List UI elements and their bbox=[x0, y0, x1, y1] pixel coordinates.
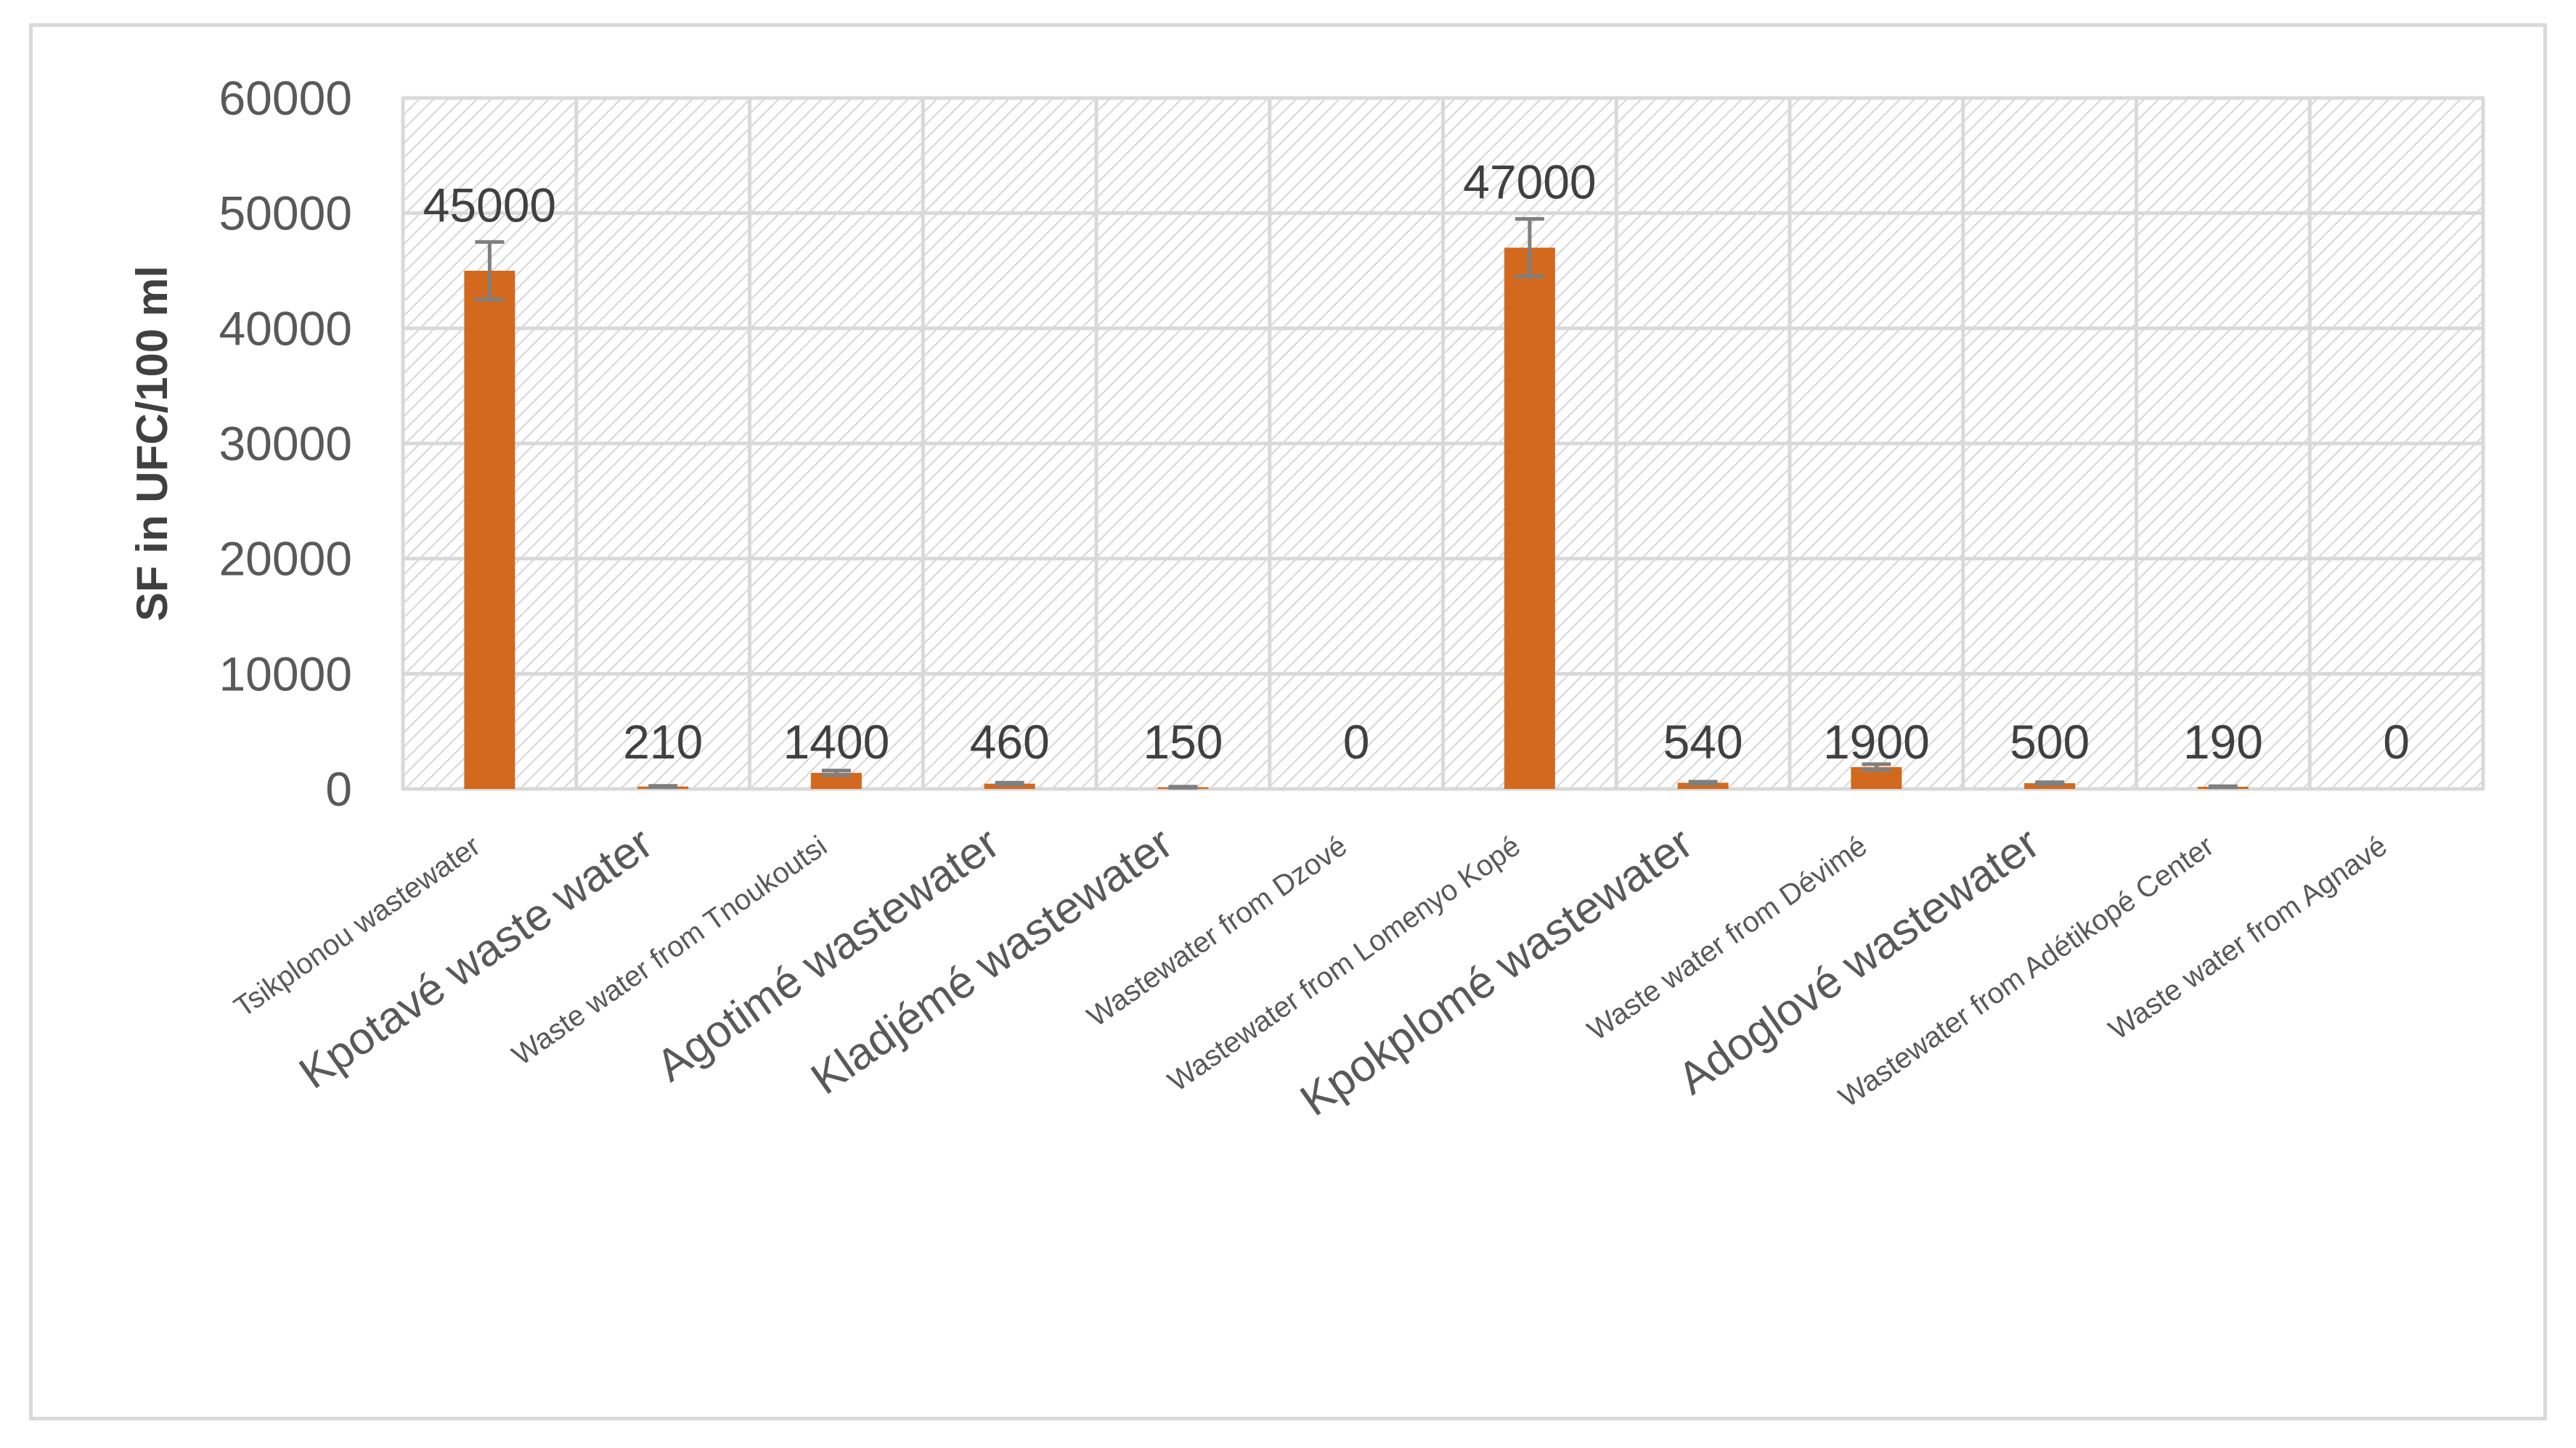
bar bbox=[2024, 783, 2076, 789]
data-label: 0 bbox=[1343, 715, 1370, 769]
y-tick-label: 50000 bbox=[219, 187, 352, 240]
y-tick-label: 40000 bbox=[219, 301, 352, 355]
bars bbox=[464, 217, 2249, 790]
bar bbox=[1677, 782, 1729, 789]
data-label: 500 bbox=[2010, 715, 2090, 769]
data-label: 0 bbox=[2383, 715, 2410, 769]
x-tick-label: Waste water from Agnavé bbox=[2103, 830, 2393, 1046]
bar bbox=[1504, 248, 1555, 789]
data-label: 150 bbox=[1143, 715, 1223, 769]
y-tick-label: 10000 bbox=[219, 647, 352, 700]
data-label: 190 bbox=[2183, 715, 2263, 769]
y-tick-label: 0 bbox=[325, 762, 352, 816]
data-label: 540 bbox=[1663, 715, 1743, 769]
gridlines bbox=[401, 96, 2485, 791]
data-label: 1400 bbox=[783, 715, 889, 769]
bar bbox=[464, 271, 515, 789]
y-tick-label: 60000 bbox=[219, 71, 352, 125]
data-label: 460 bbox=[970, 715, 1050, 769]
data-label: 45000 bbox=[423, 178, 557, 232]
y-tick-label: 30000 bbox=[219, 417, 352, 470]
y-axis-title: SF in UFC/100 ml bbox=[128, 266, 176, 621]
y-tick-label: 20000 bbox=[219, 532, 352, 586]
data-label: 210 bbox=[623, 715, 703, 769]
data-label: 1900 bbox=[1823, 715, 1930, 769]
data-label: 47000 bbox=[1463, 155, 1597, 209]
